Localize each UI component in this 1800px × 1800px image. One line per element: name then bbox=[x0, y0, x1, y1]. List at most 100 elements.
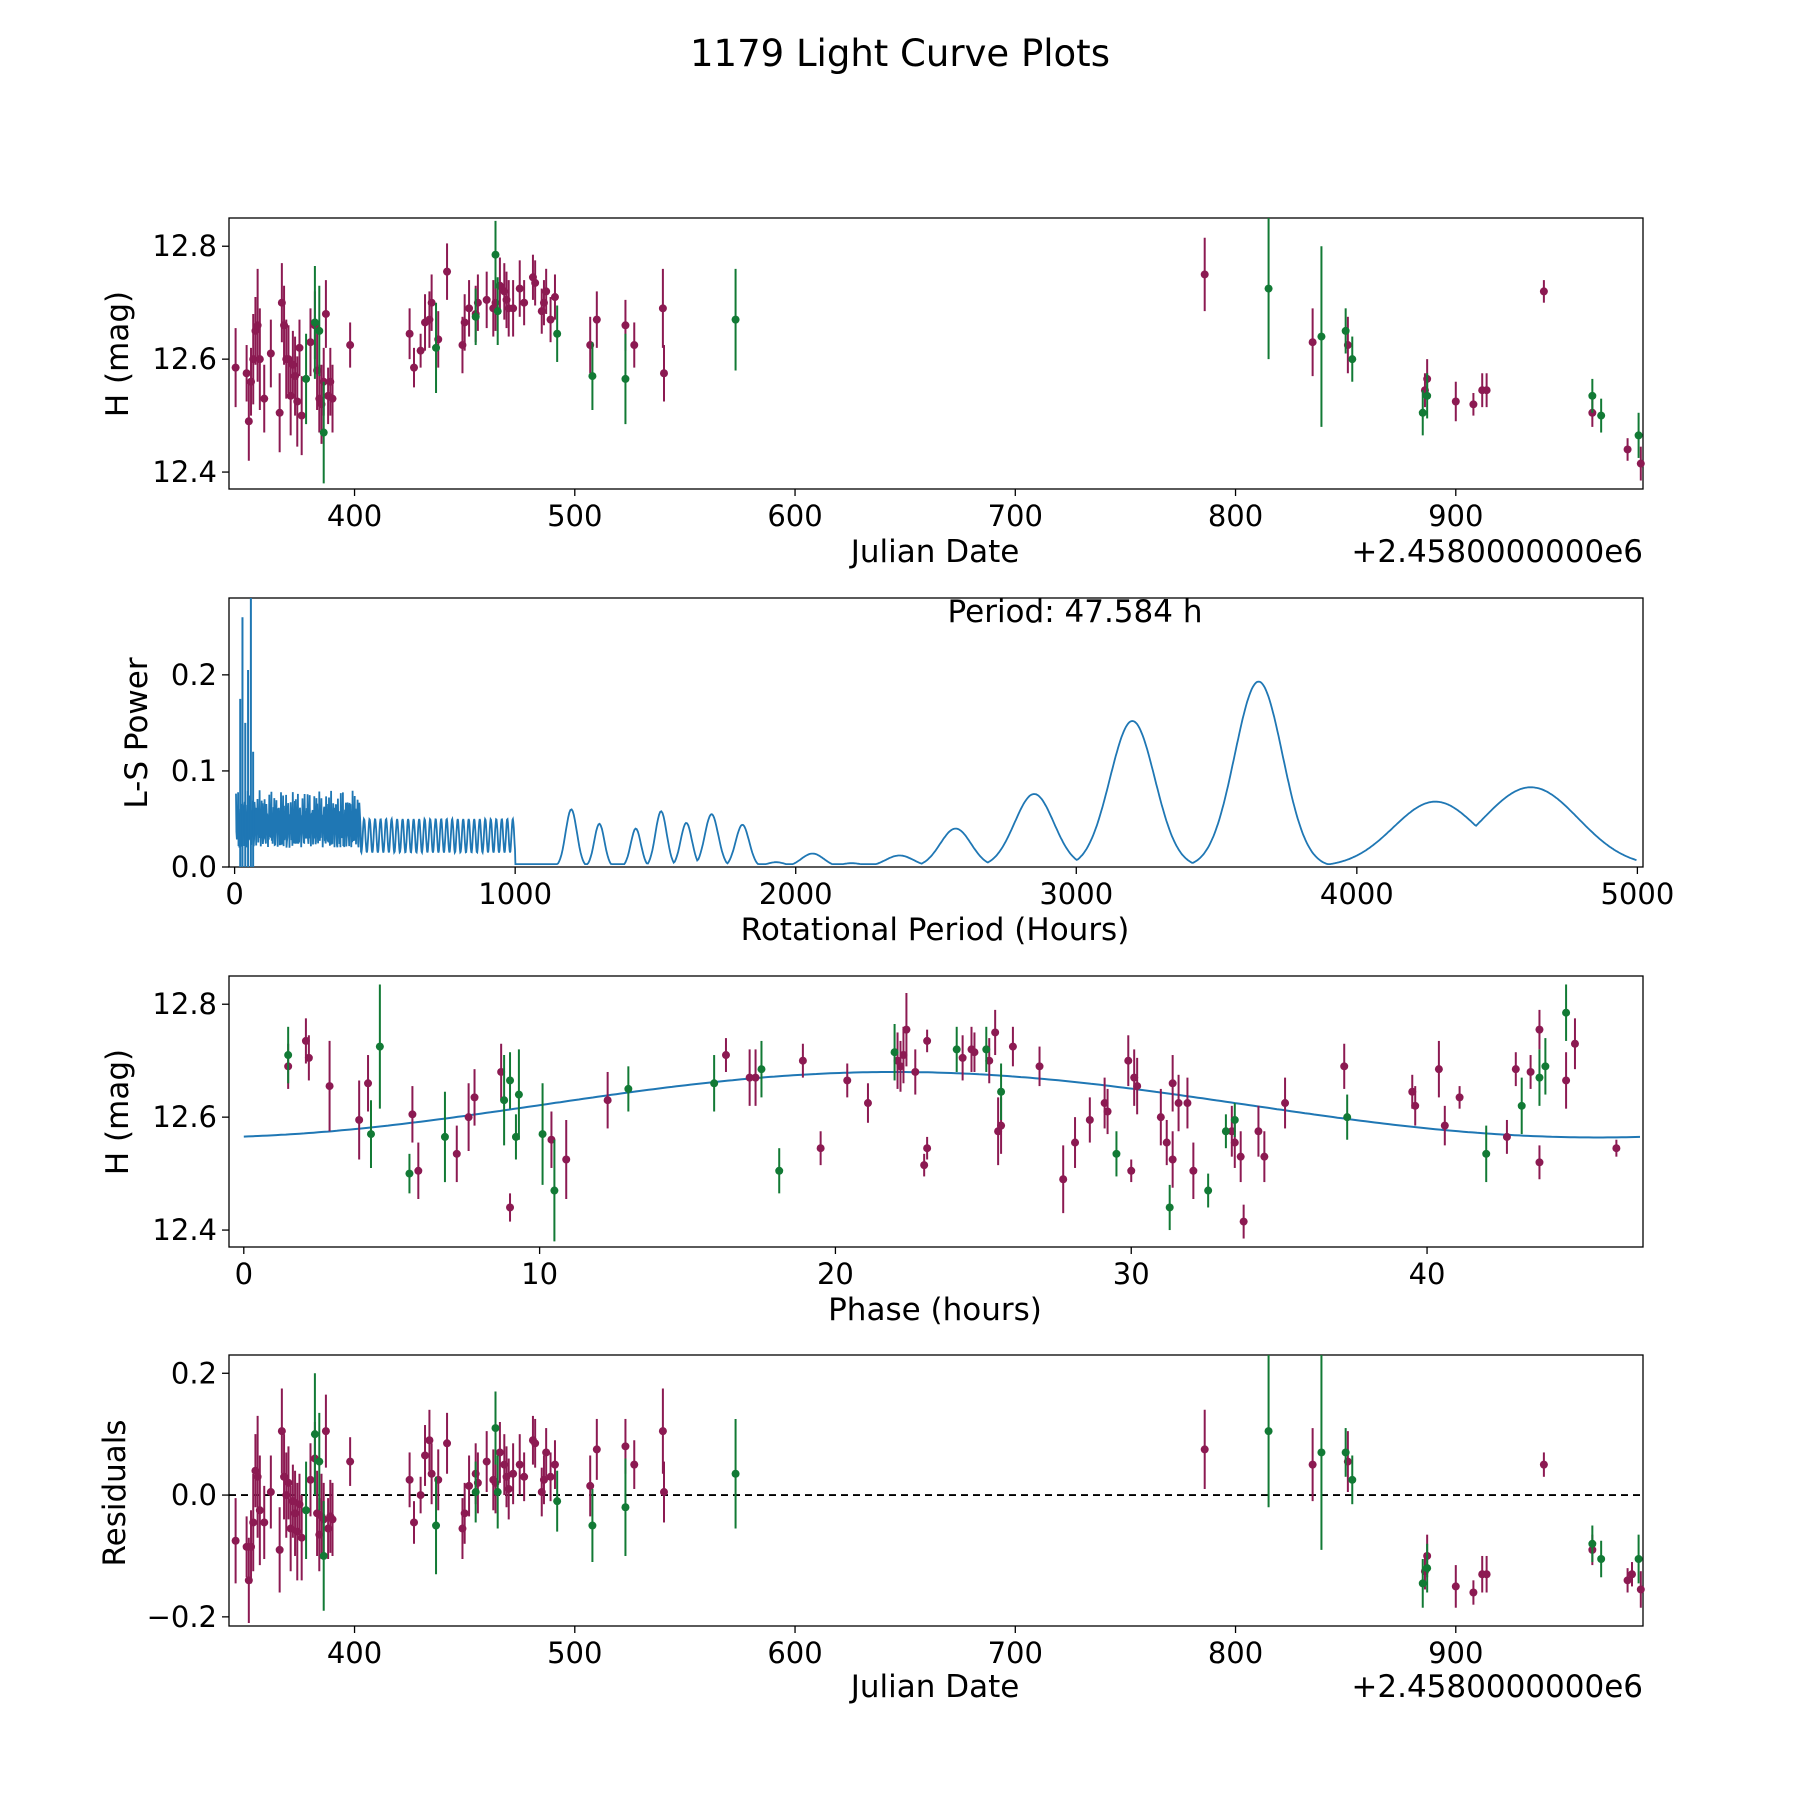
data-point bbox=[440, 1132, 449, 1141]
data-point bbox=[1204, 1186, 1213, 1195]
data-point bbox=[1230, 1115, 1239, 1124]
data-point bbox=[621, 1503, 630, 1512]
data-point bbox=[405, 1169, 414, 1178]
data-point bbox=[1308, 338, 1317, 347]
data-point bbox=[460, 318, 469, 327]
data-point bbox=[603, 1096, 612, 1105]
data-point bbox=[1423, 1564, 1432, 1573]
data-point bbox=[1348, 1475, 1357, 1484]
data-point bbox=[798, 1056, 807, 1065]
data-point bbox=[295, 343, 304, 352]
data-point bbox=[1539, 287, 1548, 296]
panel-periodogram: 0 1000 2000 3000 4000 5000 0.0 0.1 0.2 Period: 4… bbox=[119, 594, 1674, 948]
data-point bbox=[491, 250, 500, 259]
data-point bbox=[531, 1439, 540, 1448]
data-point bbox=[277, 1427, 286, 1436]
data-point bbox=[325, 1082, 334, 1091]
data-point bbox=[506, 1203, 515, 1212]
data-point bbox=[621, 321, 630, 330]
data-point bbox=[751, 1073, 760, 1082]
data-point bbox=[1636, 1585, 1645, 1594]
data-point bbox=[1254, 1127, 1263, 1136]
data-point bbox=[410, 363, 419, 372]
data-point bbox=[1539, 1460, 1548, 1469]
x-tick-label: 500 bbox=[547, 499, 602, 533]
data-point bbox=[621, 374, 630, 383]
data-point bbox=[405, 329, 414, 338]
x-tick-label: 800 bbox=[1208, 1636, 1263, 1670]
data-point bbox=[1071, 1138, 1080, 1147]
data-point bbox=[491, 1424, 500, 1433]
data-point bbox=[1535, 1158, 1544, 1167]
data-point bbox=[443, 267, 452, 276]
data-point bbox=[1451, 397, 1460, 406]
data-point bbox=[1418, 1579, 1427, 1588]
data-point bbox=[982, 1045, 991, 1054]
data-point bbox=[1168, 1155, 1177, 1164]
data-point bbox=[1200, 1445, 1209, 1454]
y-tick-label: 12.6 bbox=[152, 1100, 217, 1134]
data-point bbox=[231, 363, 240, 372]
data-point bbox=[482, 295, 491, 304]
data-point bbox=[1308, 1460, 1317, 1469]
data-point bbox=[997, 1121, 1006, 1130]
data-point bbox=[1260, 1152, 1269, 1161]
data-point bbox=[816, 1144, 825, 1153]
data-point bbox=[1264, 1427, 1273, 1436]
data-point bbox=[375, 1042, 384, 1051]
data-point bbox=[1623, 445, 1632, 454]
data-point bbox=[542, 287, 551, 296]
data-point bbox=[1469, 400, 1478, 409]
data-point bbox=[509, 1469, 518, 1478]
data-point bbox=[550, 293, 559, 302]
lightcurve-ticks: 400 500 600 700 800 900 12.4 12.6 12.8 bbox=[152, 229, 1483, 533]
x-tick-label: 600 bbox=[767, 499, 822, 533]
data-point bbox=[284, 1051, 293, 1060]
data-point bbox=[315, 326, 324, 335]
data-point bbox=[304, 1053, 313, 1062]
data-point bbox=[1127, 1166, 1136, 1175]
data-point bbox=[592, 1445, 601, 1454]
data-point bbox=[1612, 1144, 1621, 1153]
panel-lightcurve: 400 500 600 700 800 900 12.4 12.6 12.8 Julian Da… bbox=[100, 217, 1645, 570]
data-point bbox=[1562, 1008, 1571, 1017]
data-point bbox=[1511, 1065, 1520, 1074]
data-point bbox=[515, 284, 524, 293]
data-point bbox=[464, 1113, 473, 1122]
data-point bbox=[293, 397, 302, 406]
data-point bbox=[970, 1048, 979, 1057]
y-tick-label: 0.0 bbox=[171, 1478, 217, 1512]
x-tick-label: 20 bbox=[817, 1257, 854, 1291]
data-point bbox=[731, 1469, 740, 1478]
panel-phased: 0 10 20 30 40 12.4 12.6 12.8 Phase (hours) H (m… bbox=[100, 975, 1644, 1328]
data-point bbox=[592, 315, 601, 324]
data-point bbox=[659, 1488, 668, 1497]
data-point bbox=[1343, 1113, 1352, 1122]
data-point bbox=[255, 355, 264, 364]
series-filter-b bbox=[284, 984, 1571, 1242]
figure-title: 1179 Light Curve Plots bbox=[690, 32, 1110, 75]
series-filter-a bbox=[231, 237, 1645, 481]
data-point bbox=[624, 1084, 633, 1093]
data-point bbox=[1482, 386, 1491, 395]
data-point bbox=[275, 408, 284, 417]
data-point bbox=[416, 346, 425, 355]
x-tick-label: 900 bbox=[1428, 499, 1483, 533]
data-point bbox=[410, 1518, 419, 1527]
data-point bbox=[465, 304, 474, 313]
data-point bbox=[284, 1478, 293, 1487]
residuals-offset-label: +2.4580000000e6 bbox=[1351, 1669, 1643, 1705]
data-point bbox=[255, 1506, 264, 1515]
data-point bbox=[659, 369, 668, 378]
data-point bbox=[630, 341, 639, 350]
data-point bbox=[425, 1436, 434, 1445]
panel-lightcurve-frame bbox=[228, 217, 1644, 490]
data-point bbox=[432, 1521, 441, 1530]
data-point bbox=[1502, 1132, 1511, 1141]
x-tick-label: 3000 bbox=[1039, 877, 1113, 911]
data-point bbox=[465, 1481, 474, 1490]
data-point bbox=[1264, 284, 1273, 293]
data-point bbox=[997, 1087, 1006, 1096]
period-annotation: Period: 47.584 h bbox=[948, 594, 1203, 630]
data-point bbox=[546, 315, 555, 324]
